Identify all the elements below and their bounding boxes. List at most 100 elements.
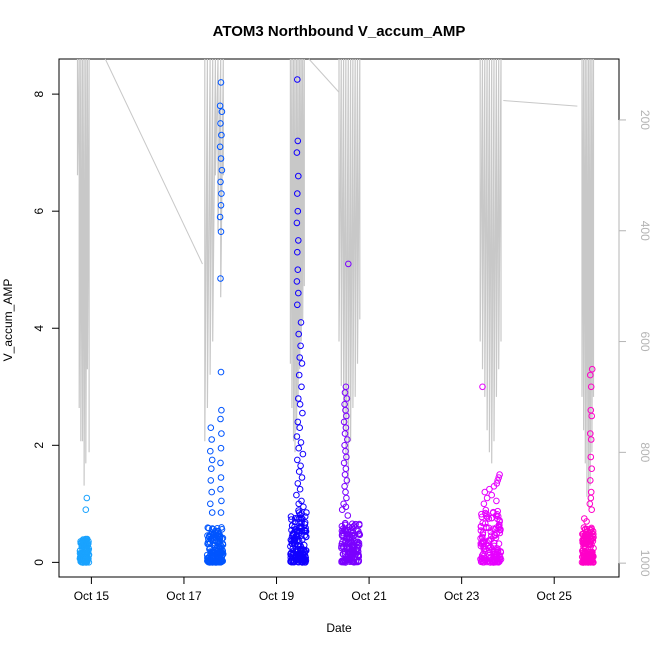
data-point <box>579 539 587 547</box>
data-point <box>580 551 588 558</box>
data-point <box>494 477 502 484</box>
data-point <box>217 509 225 516</box>
data-point <box>294 137 302 145</box>
data-point <box>293 491 300 499</box>
data-point <box>217 368 225 376</box>
data-point <box>295 330 303 338</box>
data-point <box>81 551 88 559</box>
data-point <box>485 552 493 559</box>
data-point <box>208 436 215 443</box>
data-point <box>584 559 592 566</box>
data-point <box>208 456 216 464</box>
data-point <box>483 523 490 531</box>
data-point <box>218 108 226 115</box>
data-point <box>295 500 303 508</box>
x-tick-label: Oct 21 <box>351 589 387 603</box>
data-point <box>76 547 84 554</box>
data-point <box>218 497 225 505</box>
data-point <box>212 559 220 566</box>
data-point <box>343 453 350 461</box>
data-point <box>295 395 302 402</box>
data-point <box>487 559 494 566</box>
data-point <box>295 237 302 244</box>
data-point <box>356 521 363 529</box>
y2-tick-label: 600 <box>638 332 650 352</box>
data-point <box>299 536 306 543</box>
data-point <box>206 544 214 552</box>
data-point <box>485 515 493 522</box>
data-point <box>482 506 490 514</box>
trace-cluster-2 <box>289 58 305 453</box>
data-point <box>294 190 301 197</box>
data-point <box>478 555 486 563</box>
data-point <box>298 383 305 391</box>
data-point <box>217 228 225 235</box>
x-axis: Oct 15 Oct 17 Oct 19 Oct 21 Oct 23 Oct 25 <box>74 576 573 603</box>
data-point <box>495 474 503 481</box>
data-point <box>215 559 223 566</box>
trace-cluster-4 <box>479 58 502 464</box>
data-point <box>299 515 306 523</box>
y-tick-label: 8 <box>32 90 46 97</box>
y-tick-label: 0 <box>32 559 46 566</box>
data-point <box>579 559 587 566</box>
data-point <box>294 558 302 566</box>
data-point <box>216 102 224 110</box>
data-point <box>345 556 353 563</box>
point-group-1 <box>203 79 227 566</box>
data-point <box>482 520 489 527</box>
data-point <box>298 360 306 367</box>
x-tick-label: Oct 23 <box>444 589 480 603</box>
data-point <box>83 494 91 502</box>
data-point <box>81 547 88 555</box>
data-point <box>296 485 304 493</box>
data-point <box>205 540 213 548</box>
data-point <box>216 213 224 221</box>
x-tick-label: Oct 25 <box>537 589 573 603</box>
data-point <box>77 555 84 562</box>
data-point <box>587 552 594 560</box>
data-point <box>217 474 225 481</box>
data-point <box>494 507 502 515</box>
data-point <box>218 543 225 550</box>
data-point <box>293 149 301 156</box>
data-point <box>341 557 348 565</box>
data-point <box>296 354 304 361</box>
data-point <box>301 555 308 562</box>
data-point <box>354 538 362 546</box>
y-tick-label: 2 <box>32 442 46 449</box>
data-point <box>588 506 596 514</box>
data-point <box>345 548 353 555</box>
data-point <box>208 529 215 536</box>
data-point <box>588 365 596 373</box>
data-point <box>217 275 224 282</box>
data-point <box>483 494 491 502</box>
data-point <box>588 465 596 473</box>
data-point <box>208 465 215 473</box>
data-point <box>488 491 496 499</box>
trace-cluster-1 <box>204 58 224 442</box>
y2-tick-label: 800 <box>638 442 650 462</box>
data-point <box>82 506 90 514</box>
data-point <box>294 266 302 274</box>
data-point <box>298 474 306 481</box>
data-point <box>341 430 349 437</box>
data-point <box>218 524 225 531</box>
data-point <box>289 551 297 558</box>
data-point <box>217 444 225 452</box>
y2-tick-label: 1000 <box>638 550 650 577</box>
data-point <box>583 518 590 525</box>
data-point <box>294 480 302 487</box>
y2-tick-label: 400 <box>638 221 650 241</box>
data-point <box>343 412 350 420</box>
data-point <box>217 459 224 467</box>
data-point <box>294 76 301 83</box>
data-point <box>291 515 299 522</box>
y-tick-label: 6 <box>32 208 46 215</box>
data-point <box>348 527 355 534</box>
data-point <box>217 178 224 186</box>
data-point <box>345 526 352 534</box>
data-point <box>208 488 215 496</box>
data-point <box>341 526 348 534</box>
